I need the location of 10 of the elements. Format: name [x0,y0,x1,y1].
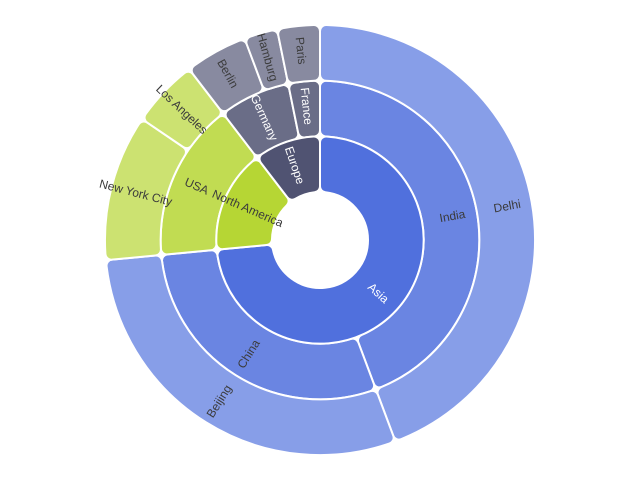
slice-label: Hamburg [254,32,282,83]
slice-label: Berlin [214,56,242,90]
slice-label: India [438,206,467,226]
slice-label: Europe [282,144,308,186]
slice-label: Asia [364,280,392,306]
slice-label: New York City [98,176,174,209]
slice-label: Delhi [492,196,522,216]
slice-label: France [298,86,316,126]
slice-label: Paris [292,36,310,66]
slice-label: USA [182,174,211,198]
